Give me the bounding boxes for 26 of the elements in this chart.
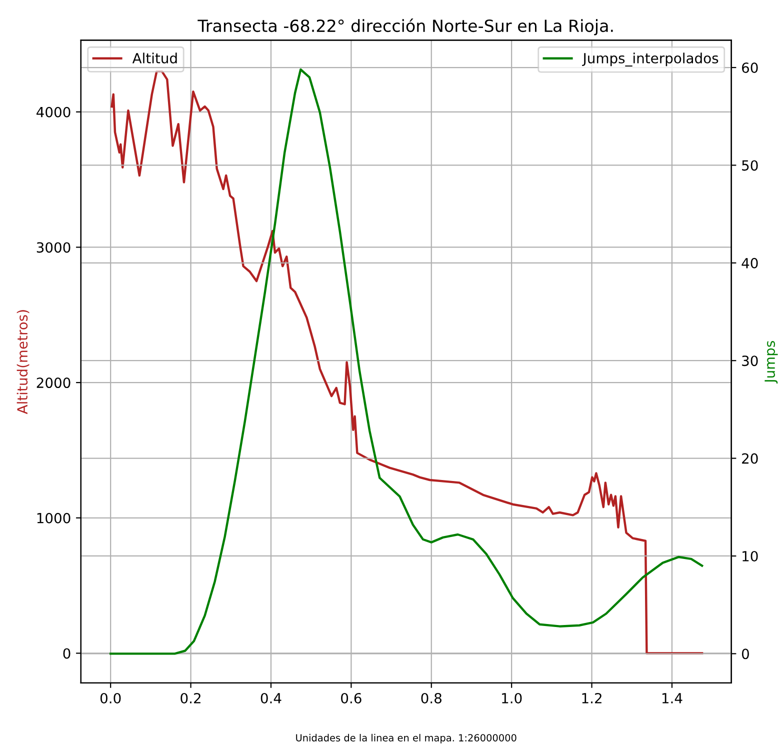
y-tick-label: 3000 <box>36 242 70 253</box>
y2-tick-label: 30 <box>742 356 758 366</box>
chart-title: Transecta -68.22° dirección Norte-Sur en La Rioja. <box>198 18 613 36</box>
x-tick-label: 0.6 <box>341 692 362 704</box>
x-tick-label: 0.4 <box>260 692 282 704</box>
legend-label: Jumps_interpolados <box>582 52 718 67</box>
x-tick-label: 0.8 <box>421 692 442 704</box>
y2-tick-label: 20 <box>742 453 758 464</box>
x-axis-title: Unidades de la linea en el mapa. 1:26000000 <box>296 734 516 744</box>
x-tick-label: 1.4 <box>662 693 682 704</box>
y-axis-title: Altitud(metros) <box>16 310 30 414</box>
y-tick-label: 1000 <box>37 512 70 524</box>
x-tick-label: 0.0 <box>100 692 121 704</box>
y2-tick-label: 0 <box>742 648 749 660</box>
y2-tick-label: 40 <box>742 258 758 268</box>
y2-tick-label: 50 <box>742 160 758 171</box>
x-tick-label: 1.2 <box>582 692 602 704</box>
x-tick-label: 0.2 <box>180 692 200 704</box>
y2-tick-label: 60 <box>742 62 758 74</box>
y-tick-label: 2000 <box>36 378 70 388</box>
y-tick-label: 4000 <box>36 106 70 118</box>
y2-axis-title: Jumps <box>764 341 778 384</box>
x-tick-label: 1.0 <box>502 692 522 704</box>
y-tick-label: 0 <box>63 648 70 659</box>
y2-tick-label: 10 <box>742 550 758 562</box>
legend-label: Altitud <box>132 52 177 64</box>
